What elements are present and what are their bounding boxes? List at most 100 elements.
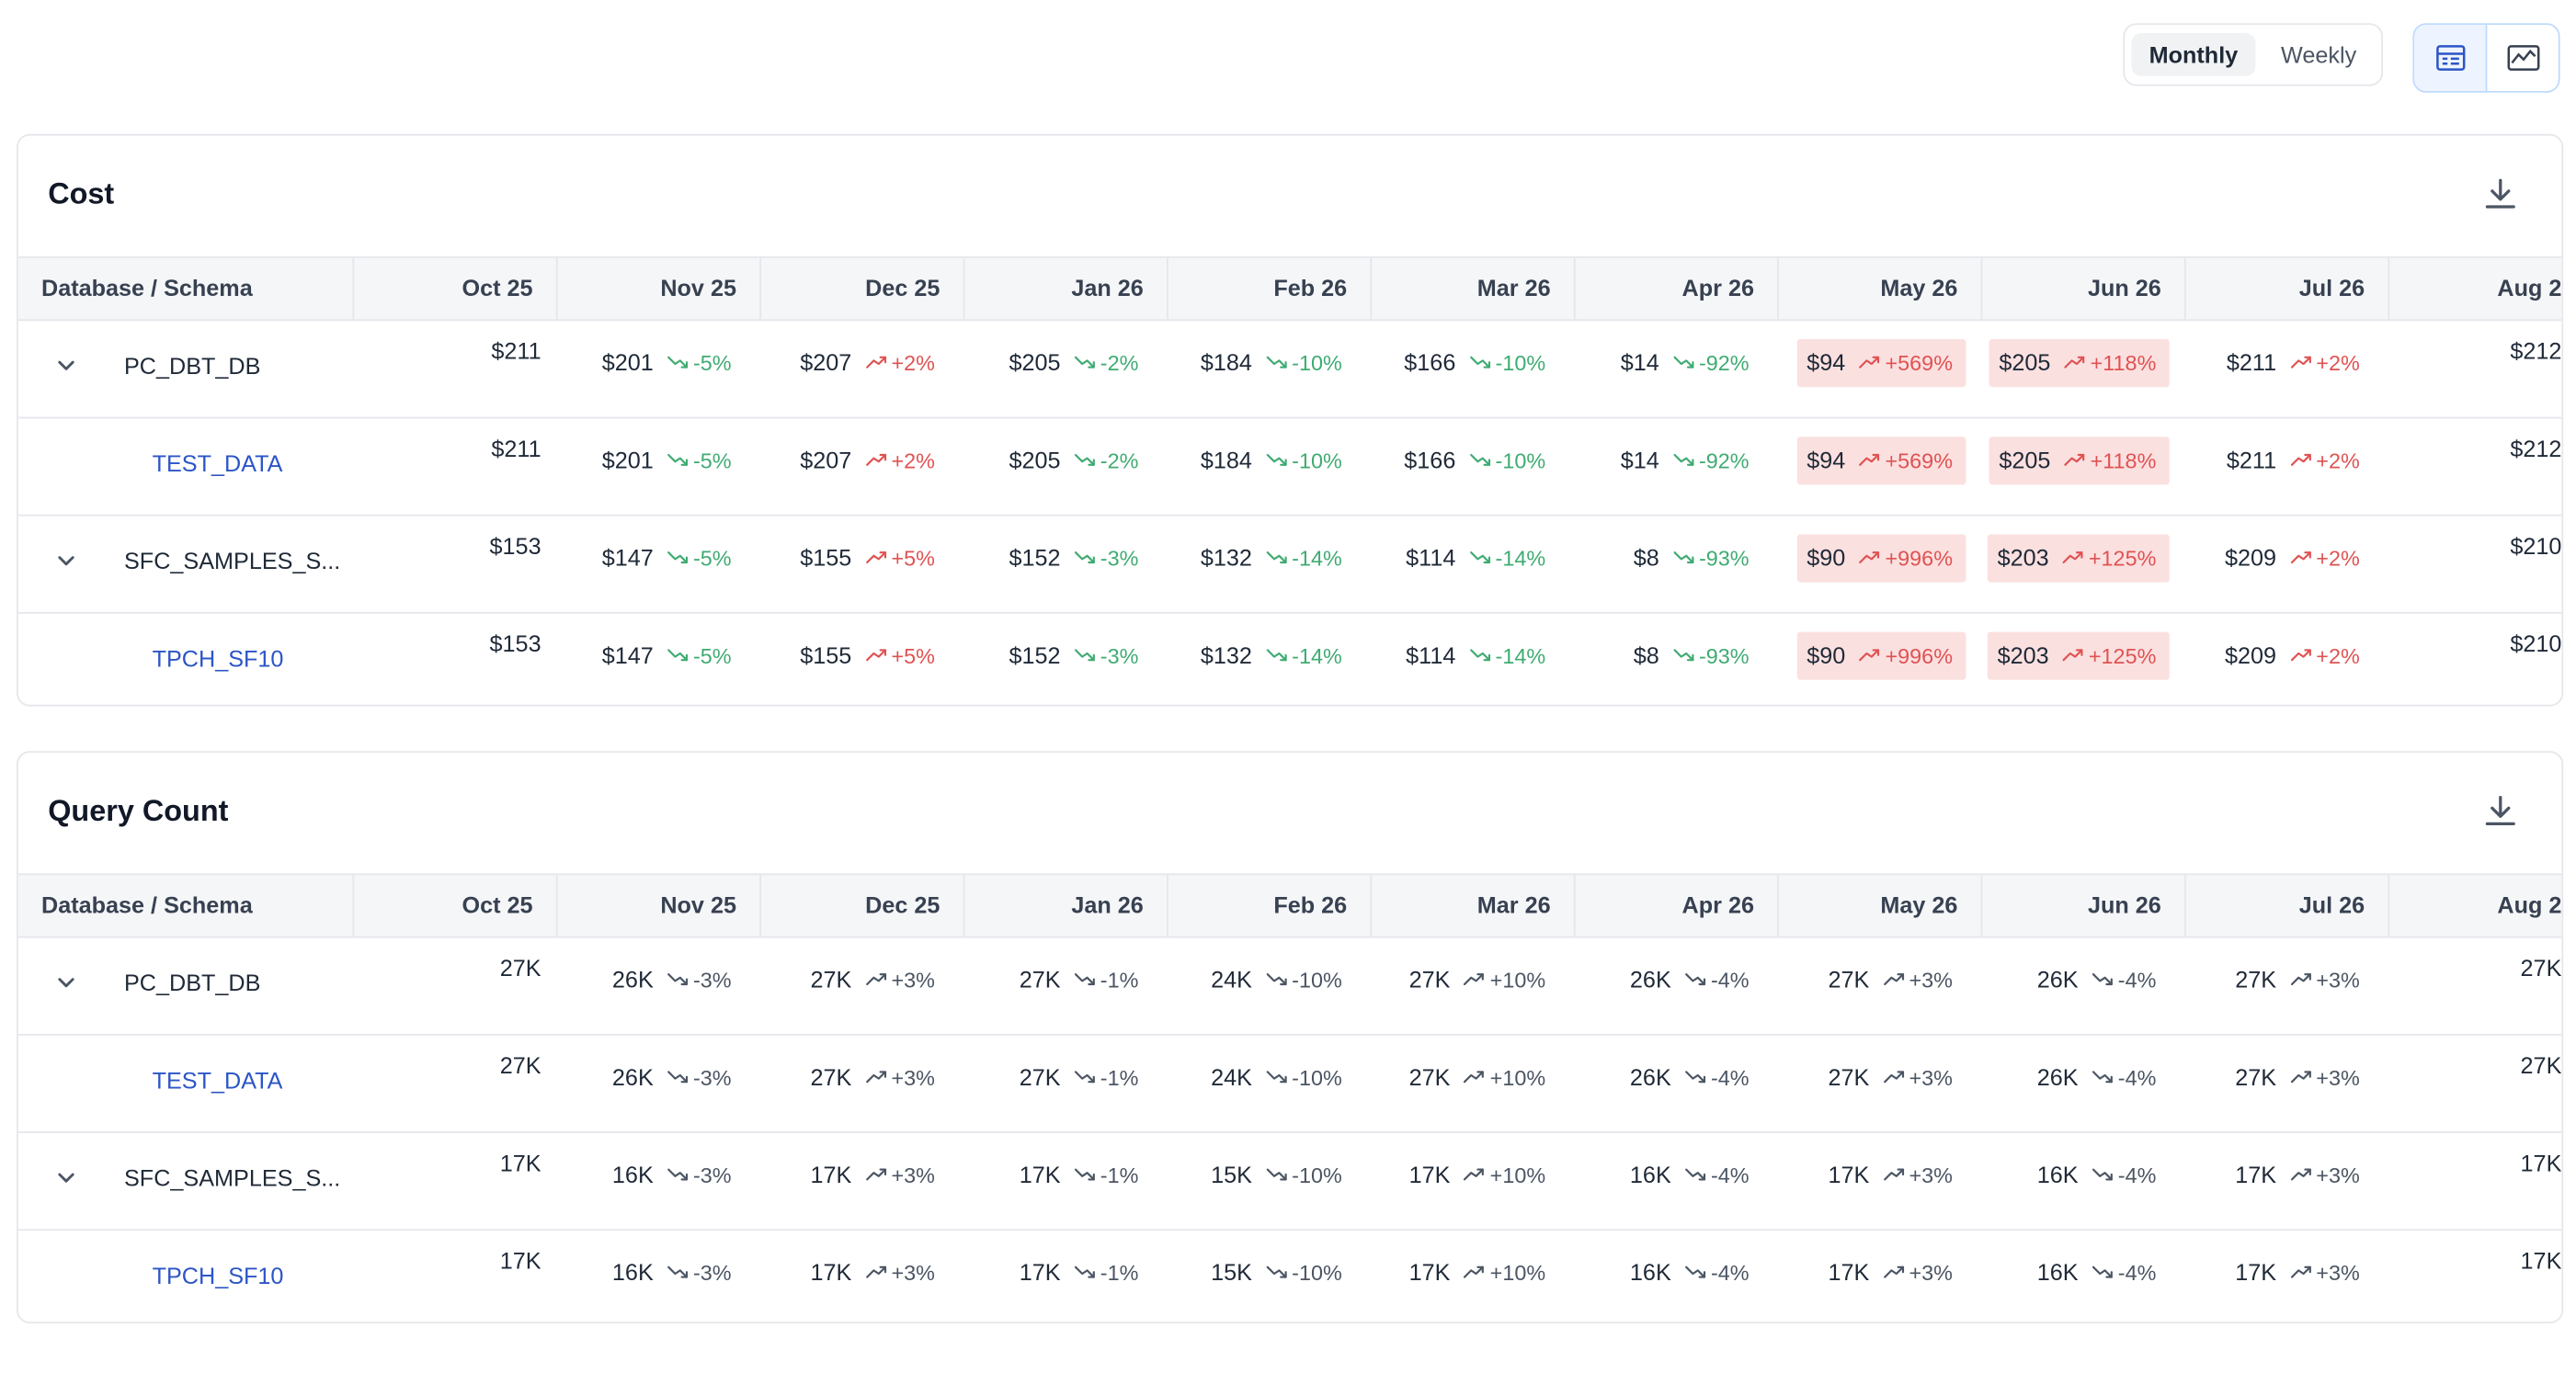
cell-content: $132 -14% bbox=[1191, 631, 1355, 679]
column-header-month: Jun 26 bbox=[1982, 875, 2186, 936]
table-cell: 26K -3% bbox=[558, 955, 761, 1004]
change-badge: -10% bbox=[1265, 967, 1342, 992]
change-percent: +10% bbox=[1489, 1064, 1546, 1090]
change-badge: +996% bbox=[1859, 642, 1953, 667]
table-cell: $8 -93% bbox=[1576, 630, 1779, 680]
cost-card: Cost Database / Schema Oct 25 Nov 25 Dec 25… bbox=[17, 133, 2564, 707]
column-header-month: Mar 26 bbox=[1372, 875, 1576, 936]
cell-value: 16K bbox=[1629, 1258, 1671, 1286]
column-header-name: Database / Schema bbox=[18, 257, 355, 320]
chevron-down-icon[interactable] bbox=[56, 1168, 76, 1188]
cell-content: 24K -10% bbox=[1201, 956, 1355, 1004]
cell-content: 17K +3% bbox=[801, 1248, 949, 1296]
table-cell: 17K +3% bbox=[2186, 1247, 2389, 1297]
change-percent: +3% bbox=[891, 1162, 935, 1187]
cell-value: $205 bbox=[1009, 447, 1061, 473]
change-badge: -5% bbox=[667, 545, 732, 570]
chart-view-button[interactable] bbox=[2487, 25, 2558, 91]
change-badge: -3% bbox=[667, 1163, 732, 1187]
table-row: SFC_SAMPLES_S... $153 $147 -5% $155 +5% $152 -3… bbox=[17, 516, 2561, 614]
trend-down-icon bbox=[1469, 453, 1490, 466]
schema-name-link[interactable]: TEST_DATA bbox=[152, 1067, 283, 1094]
table-cell: $147 -5% bbox=[558, 533, 761, 583]
trend-up-icon bbox=[1464, 973, 1485, 986]
trend-up-icon bbox=[865, 551, 886, 564]
cell-content: 27K +3% bbox=[2225, 1053, 2373, 1101]
table-cell: $212 bbox=[2389, 424, 2561, 473]
chevron-down-icon[interactable] bbox=[56, 356, 76, 376]
cell-value: $114 bbox=[1406, 641, 1456, 669]
change-percent: -92% bbox=[1698, 349, 1750, 375]
cell-value: 16K bbox=[611, 1161, 654, 1188]
schema-name-link[interactable]: TPCH_SF10 bbox=[152, 1262, 284, 1289]
highlighted-value: $90 +996% bbox=[1796, 630, 1966, 679]
change-percent: -4% bbox=[2117, 1064, 2157, 1090]
highlighted-value: $94 +569% bbox=[1796, 436, 1966, 484]
chevron-down-icon[interactable] bbox=[56, 550, 76, 571]
cell-value: $152 bbox=[1009, 641, 1061, 669]
cell-value: $14 bbox=[1620, 348, 1659, 376]
table-row: SFC_SAMPLES_S... 17K 16K -3% 17K +3% 17K -1% 15K… bbox=[17, 1133, 2562, 1231]
table-cell: $155 +5% bbox=[761, 533, 964, 583]
cell-value: $166 bbox=[1404, 447, 1456, 473]
table-cell: $211 bbox=[354, 424, 557, 473]
cell-content: 27K +10% bbox=[1399, 1053, 1559, 1101]
download-icon[interactable] bbox=[2482, 792, 2519, 829]
change-percent: +2% bbox=[2316, 642, 2360, 668]
trend-down-icon bbox=[1074, 356, 1095, 369]
schema-name-link[interactable]: TEST_DATA bbox=[152, 449, 283, 477]
trend-down-icon bbox=[1672, 551, 1693, 564]
change-badge: -5% bbox=[667, 448, 732, 472]
cell-content: 17K +10% bbox=[1399, 1151, 1559, 1198]
column-header-month: Dec 25 bbox=[761, 875, 965, 936]
change-percent: -14% bbox=[1292, 642, 1342, 668]
change-percent: +10% bbox=[1489, 1162, 1546, 1187]
table-cell: 27K bbox=[354, 1040, 557, 1090]
table-cell: 16K -4% bbox=[1576, 1150, 1779, 1199]
column-header-month: Jan 26 bbox=[964, 257, 1168, 320]
trend-down-icon bbox=[1074, 973, 1095, 986]
change-badge: -10% bbox=[1265, 448, 1342, 472]
cell-value: $205 bbox=[1999, 447, 2051, 473]
change-badge: -1% bbox=[1074, 1163, 1138, 1187]
download-icon[interactable] bbox=[2482, 176, 2519, 212]
period-weekly-button[interactable]: Weekly bbox=[2281, 41, 2357, 68]
cell-value: 16K bbox=[2036, 1161, 2079, 1188]
cell-content: $155 +5% bbox=[790, 534, 948, 582]
table-view-button[interactable] bbox=[2414, 25, 2488, 91]
change-badge: -2% bbox=[1074, 350, 1138, 375]
table-cell: 17K bbox=[354, 1236, 557, 1286]
cell-value: $8 bbox=[1633, 641, 1659, 669]
change-badge: -92% bbox=[1672, 448, 1750, 472]
change-badge: +3% bbox=[865, 1260, 935, 1285]
table-cell: 27K +10% bbox=[1372, 1052, 1575, 1102]
change-badge: +2% bbox=[2289, 545, 2360, 570]
chevron-down-icon[interactable] bbox=[56, 972, 76, 993]
change-badge: -10% bbox=[1265, 1163, 1342, 1187]
table-cell: $8 -93% bbox=[1576, 533, 1779, 583]
change-percent: -4% bbox=[1710, 1064, 1750, 1090]
cell-content: $8 -93% bbox=[1624, 631, 1762, 679]
table-cell: 17K +3% bbox=[761, 1150, 964, 1199]
change-badge: +2% bbox=[865, 350, 935, 375]
column-header-name: Database / Schema bbox=[18, 875, 355, 936]
cell-value: $201 bbox=[601, 348, 654, 376]
change-percent: +3% bbox=[891, 967, 935, 993]
change-badge: +5% bbox=[865, 642, 935, 667]
change-percent: -1% bbox=[1100, 1259, 1139, 1285]
period-monthly-button[interactable]: Monthly bbox=[2130, 33, 2257, 76]
table-row: TEST_DATA $211 $201 -5% $207 +2% $205 -2% $184 -1… bbox=[17, 418, 2561, 516]
cell-value: $212 bbox=[2510, 337, 2562, 364]
schema-name-link[interactable]: TPCH_SF10 bbox=[152, 645, 284, 672]
cell-value: 17K bbox=[1408, 1161, 1451, 1188]
cell-value: 17K bbox=[2235, 1161, 2277, 1188]
change-badge: +10% bbox=[1464, 967, 1545, 992]
cell-value: 15K bbox=[1211, 1161, 1252, 1188]
cell-content: 26K -4% bbox=[2027, 956, 2170, 1004]
cell-value: 17K bbox=[2520, 1150, 2562, 1176]
table-cell: 17K bbox=[2389, 1236, 2562, 1286]
change-percent: -14% bbox=[1495, 642, 1546, 668]
cell-value: $132 bbox=[1200, 641, 1252, 669]
cell-content: 17K +3% bbox=[2225, 1151, 2373, 1198]
change-percent: -4% bbox=[2117, 1162, 2157, 1187]
